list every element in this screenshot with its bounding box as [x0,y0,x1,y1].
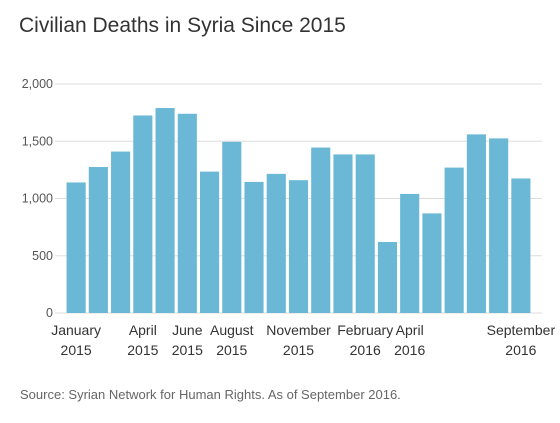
bar-jun-2016 [444,167,464,313]
y-tick-label: 500 [32,249,53,263]
x-tick-label-year: 2016 [394,342,425,358]
bar-oct-2015 [266,173,286,313]
bar-mar-2015 [111,151,131,313]
y-tick-label: 1,500 [22,134,53,148]
bar-sep-2015 [244,181,264,313]
x-tick-label: November [266,322,331,338]
chart-title: Civilian Deaths in Syria Since 2015 [19,14,346,37]
bar-jan-2015 [66,182,86,313]
bar-jul-2015 [199,171,220,313]
x-tick-label: August [210,322,254,338]
y-tick-label: 0 [46,306,53,320]
bar-mar-2016 [377,242,398,313]
bar-aug-2015 [222,141,242,313]
y-axis-ticks: 0 500 1,000 1,500 2,000 [22,77,53,320]
bar-feb-2015 [88,167,108,313]
x-tick-label: April [129,322,157,338]
x-tick-label-year: 2016 [505,342,536,358]
x-tick-label: January [51,322,101,338]
bar-dec-2015 [311,147,331,313]
bar-jan-2016 [333,154,353,313]
bar-nov-2015 [288,180,309,313]
x-tick-label-year: 2016 [350,342,381,358]
bar-feb-2016 [355,154,375,313]
bars [66,108,531,314]
bar-sep-2016 [511,178,531,313]
x-tick-label: September [487,322,556,338]
bar-apr-2016 [400,193,420,313]
y-tick-label: 2,000 [22,77,53,91]
x-tick-label-year: 2015 [61,342,92,358]
x-tick-label: February [337,322,393,338]
y-tick-label: 1,000 [22,192,53,206]
bar-jul-2016 [466,134,486,313]
x-tick-label: June [172,322,203,338]
bar-aug-2016 [489,138,509,313]
bar-jun-2015 [177,113,197,314]
x-tick-label: April [396,322,424,338]
x-tick-label-year: 2015 [172,342,203,358]
x-tick-label-year: 2015 [127,342,158,358]
source-note: Source: Syrian Network for Human Rights.… [20,387,401,402]
x-tick-label-year: 2015 [283,342,314,358]
bar-apr-2015 [133,115,153,313]
x-tick-label-year: 2015 [216,342,247,358]
bar-may-2016 [422,213,442,313]
x-axis-ticks: January 2015 April 2015 June 2015 August 2015 No… [51,322,555,358]
bar-may-2015 [155,108,175,313]
